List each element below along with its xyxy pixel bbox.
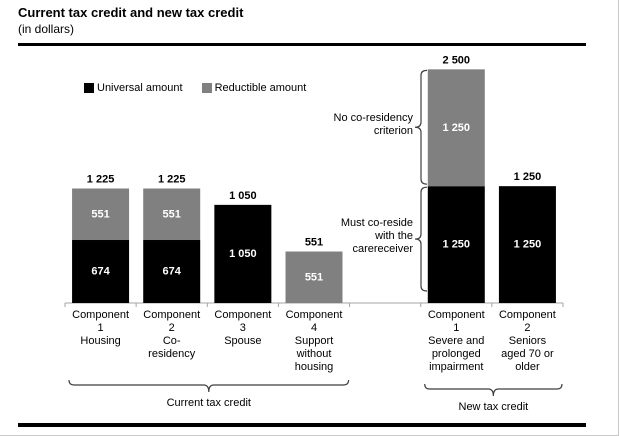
bar-total-label: 1 225 — [87, 174, 115, 186]
group-brace — [68, 379, 350, 393]
category-label: housing — [295, 361, 334, 373]
bar-segment-2-universal — [214, 204, 272, 303]
category-label: Component — [499, 309, 556, 321]
category-label: 1 — [453, 322, 459, 334]
bar-value-label: 1 050 — [229, 248, 257, 260]
category-label: Severe and — [428, 335, 484, 347]
legend-label: Reductible amount — [214, 82, 307, 94]
category-label: Housing — [80, 335, 120, 347]
bottom-rule — [18, 423, 586, 427]
category-label: Component — [143, 309, 200, 321]
legend-label: Universal amount — [97, 82, 183, 94]
bar-value-label: 551 — [305, 271, 323, 283]
group-label: New tax credit — [459, 401, 529, 413]
bar-segment-0-reductible — [72, 188, 130, 241]
legend-item-universal: Universal amount — [84, 82, 183, 94]
legend-swatch-reductible — [201, 83, 212, 93]
bar-total-label: 551 — [305, 237, 323, 249]
category-label: older — [515, 361, 540, 373]
group-label: Current tax credit — [167, 397, 251, 409]
category-label: impairment — [429, 361, 483, 373]
category-label: Component — [214, 309, 271, 321]
bar-total-label: 2 500 — [443, 54, 471, 66]
annotation-text: Must co-reside — [341, 217, 413, 229]
category-label: 1 — [98, 322, 104, 334]
annotation-text: criterion — [374, 125, 413, 137]
chart-title: Current tax credit and new tax credit — [18, 5, 244, 20]
chart-legend: Universal amount Reductible amount — [84, 82, 306, 94]
category-label: 3 — [240, 322, 246, 334]
category-label: 2 — [169, 322, 175, 334]
bar-value-label: 674 — [163, 266, 182, 278]
annotation-text: with the — [374, 230, 413, 242]
bar-segment-4-universal — [427, 186, 485, 303]
bar-total-label: 1 050 — [229, 190, 257, 202]
category-label: Component — [72, 309, 129, 321]
legend-item-reductible: Reductible amount — [201, 82, 307, 94]
group-brace — [424, 383, 563, 397]
category-label: without — [296, 348, 332, 360]
bar-segment-5-universal — [498, 186, 556, 303]
bar-value-label: 551 — [163, 208, 181, 220]
bar-segment-3-reductible — [285, 251, 343, 303]
annotation-brace — [414, 69, 428, 185]
chart-subtitle: (in dollars) — [18, 22, 75, 36]
bar-value-label: 1 250 — [514, 239, 542, 251]
annotation-text: carereceiver — [352, 243, 413, 255]
bar-segment-1-universal — [143, 240, 201, 303]
annotation-brace — [414, 186, 428, 292]
bar-segment-4-reductible — [427, 69, 485, 187]
category-label: Component — [286, 309, 343, 321]
bar-total-label: 1 225 — [158, 174, 186, 186]
annotation-text: No co-residency — [334, 112, 414, 124]
bar-value-label: 674 — [91, 266, 110, 278]
bar-segment-1-reductible — [143, 188, 201, 241]
top-rule — [18, 43, 586, 46]
legend-swatch-universal — [84, 83, 94, 93]
category-label: 4 — [311, 322, 317, 334]
category-label: aged 70 or — [501, 348, 554, 360]
category-label: Spouse — [224, 335, 261, 347]
bar-value-label: 1 250 — [443, 122, 471, 134]
category-label: residency — [148, 348, 196, 360]
bar-total-label: 1 250 — [514, 171, 542, 183]
bar-value-label: 551 — [91, 208, 109, 220]
category-label: Seniors — [509, 335, 547, 347]
category-label: prolonged — [432, 348, 481, 360]
category-label: Component — [428, 309, 485, 321]
category-label: Co- — [163, 335, 181, 347]
bar-segment-0-universal — [72, 240, 130, 303]
category-label: 2 — [524, 322, 530, 334]
category-label: Support — [295, 335, 334, 347]
bar-value-label: 1 250 — [443, 239, 471, 251]
